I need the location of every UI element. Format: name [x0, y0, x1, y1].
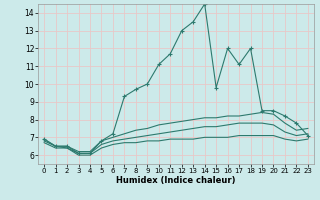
X-axis label: Humidex (Indice chaleur): Humidex (Indice chaleur): [116, 176, 236, 185]
